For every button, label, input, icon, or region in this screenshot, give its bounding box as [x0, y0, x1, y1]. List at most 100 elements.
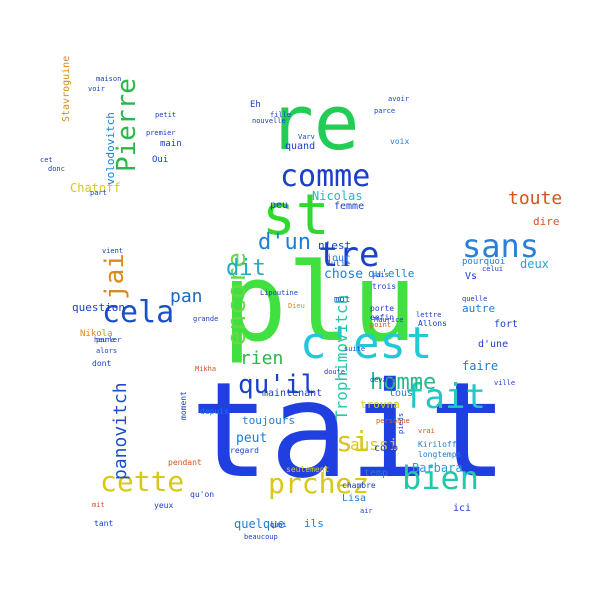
cloud-word: petit	[155, 111, 177, 119]
cloud-word: qu'il	[238, 370, 317, 400]
cloud-word: donc	[48, 165, 65, 173]
cloud-word: Mikha	[195, 365, 217, 373]
cloud-word: pendant	[168, 458, 202, 467]
cloud-word: ville	[494, 379, 516, 387]
cloud-word: seulement	[286, 465, 330, 474]
cloud-word: alors	[96, 347, 118, 355]
cloud-word: d'un	[258, 230, 311, 255]
cloud-word: part	[90, 189, 107, 197]
cloud-word: regard	[230, 446, 259, 455]
cloud-word: Kiriloff	[418, 440, 457, 449]
cloud-word: fille	[270, 111, 292, 119]
cloud-word: dire	[533, 215, 560, 228]
cloud-word: d'une	[478, 339, 509, 350]
cloud-word: peut	[236, 431, 268, 446]
cloud-word: parce	[374, 107, 396, 115]
cloud-word: chambre	[342, 481, 376, 490]
cloud-word: point	[370, 321, 392, 329]
cloud-word: moment	[179, 391, 188, 420]
cloud-word: Lipoutine	[260, 289, 298, 297]
cloud-word: fait	[404, 377, 486, 417]
cloud-word: Barbara	[412, 461, 463, 475]
cloud-word: lettre	[416, 311, 442, 319]
cloud-word: Maurice	[374, 316, 404, 324]
cloud-word: faire	[462, 359, 499, 373]
cloud-word: dit	[226, 256, 266, 281]
cloud-word: Lisa	[342, 493, 367, 504]
cloud-word: plu	[222, 241, 418, 366]
cloud-word: prchez	[268, 467, 370, 500]
cloud-word: quelle	[462, 295, 488, 303]
cloud-word: toute	[508, 188, 563, 209]
cloud-word: Vs	[465, 271, 478, 282]
cloud-word: cet	[40, 156, 53, 164]
cloud-word: Oui	[152, 155, 169, 165]
cloud-word: celui	[482, 265, 504, 273]
cloud-word: n'est	[318, 239, 352, 252]
cloud-word: Allons	[418, 319, 447, 328]
cloud-word: panovitch	[110, 382, 131, 480]
cloud-word: qu'on	[190, 490, 215, 499]
cloud-word: autre	[462, 302, 496, 315]
cloud-word: toujours	[242, 414, 295, 427]
cloud-word: tous	[389, 388, 414, 399]
cloud-word: parler	[96, 336, 122, 344]
cloud-word: fort	[494, 319, 519, 330]
cloud-word: cela	[102, 295, 175, 330]
cloud-word: avoir	[388, 95, 410, 103]
cloud-word: pan	[170, 286, 203, 307]
cloud-word: jour	[326, 253, 351, 264]
cloud-word: homme	[370, 370, 437, 395]
cloud-word: ils	[304, 517, 324, 530]
cloud-word: sais	[372, 271, 389, 279]
cloud-word: Nikola	[80, 329, 113, 339]
cloud-word: longtemps	[418, 450, 462, 459]
cloud-word: maintenant	[262, 388, 323, 399]
cloud-word: temp	[364, 468, 389, 479]
cloud-word: Chatoff	[70, 181, 121, 195]
cloud-word: tait	[190, 354, 508, 508]
cloud-word: aussi	[350, 435, 399, 454]
cloud-word: yeux	[154, 501, 174, 510]
cloud-word: ici	[453, 503, 472, 514]
cloud-word: quelque	[234, 517, 285, 531]
cloud-word: bien	[402, 459, 480, 497]
cloud-word: coup	[374, 443, 399, 454]
cloud-word: Nicolas	[312, 189, 363, 203]
cloud-word: premier	[146, 129, 176, 137]
cloud-word: trois	[372, 282, 397, 291]
cloud-word: enfin	[370, 313, 395, 322]
cloud-word: chose	[324, 267, 364, 282]
cloud-word: voix	[390, 137, 410, 146]
cloud-word: Eh	[250, 100, 261, 110]
cloud-word: re	[268, 78, 360, 167]
cloud-word: qu'elle	[368, 267, 415, 280]
cloud-word: quoi	[270, 521, 287, 529]
cloud-word: pourquoi	[462, 257, 506, 267]
cloud-word: c'est	[300, 318, 433, 369]
cloud-word: deux	[520, 257, 549, 271]
cloud-word: vient	[102, 247, 124, 255]
cloud-word: st	[262, 183, 330, 248]
cloud-word: quand	[285, 141, 316, 152]
cloud-word: cette	[100, 465, 185, 498]
cloud-word: jai	[100, 253, 130, 300]
cloud-word: maison	[96, 75, 122, 83]
cloud-word: Pierre	[112, 78, 142, 172]
cloud-word: si	[336, 425, 370, 458]
cloud-word: volodovitch	[104, 112, 117, 185]
cloud-word: Trophimovitch	[332, 294, 351, 420]
cloud-word: Stavroguine	[61, 55, 72, 122]
cloud-word: Varv	[298, 133, 315, 141]
cloud-word: beaucoup	[244, 533, 278, 541]
cloud-word: voir	[88, 85, 105, 93]
cloud-word: doute	[324, 368, 346, 376]
cloud-word: femme	[334, 201, 365, 212]
cloud-word: Dieu	[288, 302, 305, 310]
cloud-word: peu	[270, 200, 289, 211]
cloud-word: mit	[92, 501, 105, 509]
cloud-word: Julie	[326, 259, 351, 268]
cloud-word: tant	[94, 519, 114, 528]
cloud-word: devant	[370, 376, 396, 384]
